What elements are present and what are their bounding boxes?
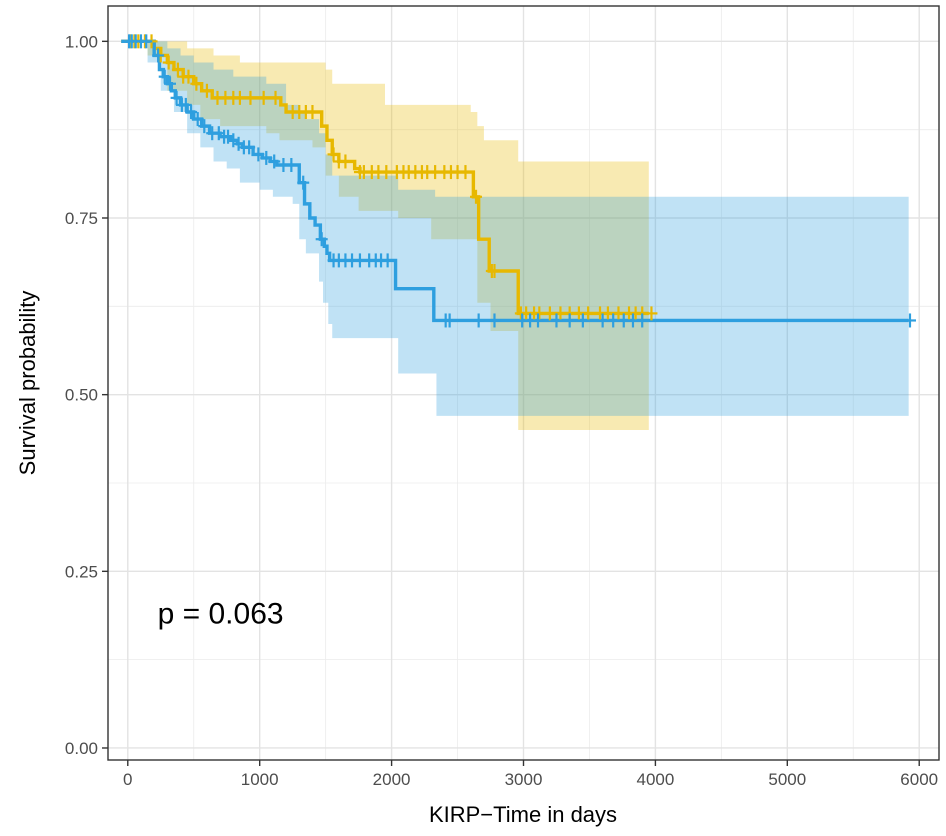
censor-mark	[645, 306, 658, 321]
y-tick-label: 0.50	[65, 386, 98, 405]
y-tick-label: 0.75	[65, 209, 98, 228]
censor-mark	[191, 112, 204, 127]
censor-mark	[179, 97, 192, 112]
censor-mark	[607, 313, 620, 328]
x-tick-label: 3000	[505, 770, 543, 789]
censor-mark	[163, 76, 176, 91]
censor-mark	[903, 313, 916, 328]
censor-mark	[543, 306, 556, 321]
censor-mark	[243, 140, 256, 155]
censor-mark	[222, 129, 235, 144]
censor-mark	[533, 306, 546, 321]
censor-mark	[488, 313, 501, 328]
x-tick-label: 4000	[636, 770, 674, 789]
censor-mark	[252, 147, 265, 162]
censor-mark	[459, 165, 472, 180]
censor-mark	[306, 104, 319, 119]
y-axis-title: Survival probability	[15, 291, 40, 476]
x-tick-label: 0	[123, 770, 132, 789]
censor-mark	[170, 90, 183, 105]
censor-mark	[488, 263, 501, 278]
censor-mark	[268, 154, 281, 169]
censor-mark	[532, 313, 545, 328]
censor-mark	[601, 306, 614, 321]
censor-mark	[297, 175, 310, 190]
censor-mark	[257, 90, 270, 105]
censor-mark	[232, 136, 245, 151]
confidence-band-1	[121, 41, 649, 430]
x-axis-ticks: 0 1000 2000 3000 4000 5000 6000	[123, 760, 938, 789]
censor-mark	[339, 154, 352, 169]
censor-mark	[158, 69, 171, 84]
x-tick-label: 1000	[241, 770, 279, 789]
y-tick-label: 0.25	[65, 562, 98, 581]
censor-mark	[380, 165, 393, 180]
confidence-bands	[121, 41, 909, 430]
censor-mark	[576, 313, 589, 328]
censor-mark	[472, 313, 485, 328]
censor-mark	[244, 90, 257, 105]
censor-mark	[200, 83, 213, 98]
y-tick-label: 0.00	[65, 739, 98, 758]
censor-marks	[123, 34, 916, 328]
censor-mark	[190, 76, 203, 91]
censor-mark	[443, 313, 456, 328]
y-tick-label: 1.00	[65, 32, 98, 51]
censor-mark	[327, 147, 340, 162]
censor-mark	[152, 48, 165, 63]
censor-mark	[185, 104, 198, 119]
censor-mark	[285, 157, 298, 172]
censor-mark	[470, 189, 483, 204]
censor-mark	[233, 90, 246, 105]
x-tick-label: 5000	[768, 770, 806, 789]
x-axis-title: KIRP−Time in days	[429, 802, 617, 827]
censor-mark	[171, 62, 184, 77]
censor-mark	[162, 55, 175, 70]
censor-mark	[582, 306, 595, 321]
x-tick-label: 2000	[373, 770, 411, 789]
censor-mark	[140, 34, 153, 49]
censor-mark	[182, 69, 195, 84]
x-tick-label: 6000	[900, 770, 938, 789]
censor-mark	[563, 313, 576, 328]
censor-mark	[381, 253, 394, 268]
censor-mark	[550, 313, 563, 328]
censor-mark	[260, 150, 273, 165]
censor-mark	[269, 90, 282, 105]
major-gridlines	[108, 6, 939, 760]
confidence-band-2	[121, 41, 909, 416]
censor-mark	[198, 119, 211, 134]
censor-mark	[315, 232, 328, 247]
censor-mark	[636, 313, 649, 328]
y-axis-ticks: 0.00 0.25 0.50 0.75 1.00	[65, 32, 108, 758]
censor-mark	[596, 313, 609, 328]
censor-mark	[212, 126, 225, 141]
censor-mark	[612, 306, 625, 321]
censor-mark	[227, 133, 240, 148]
p-value-annotation: p = 0.063	[158, 598, 284, 631]
